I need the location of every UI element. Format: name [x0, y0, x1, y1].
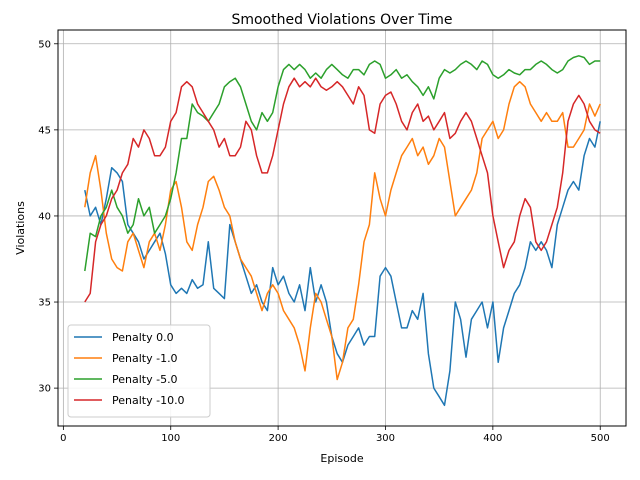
x-tick-label: 400: [483, 433, 502, 444]
legend-label-2: Penalty -5.0: [112, 373, 178, 386]
series-line-1: [84, 80, 601, 381]
y-axis-ticks: 30 35 40 45 50: [38, 39, 58, 395]
y-tick-label: 45: [38, 125, 51, 136]
y-tick-label: 30: [38, 384, 51, 395]
x-tick-label: 0: [60, 433, 66, 444]
axes-frame: [57, 29, 627, 427]
series-line-2: [84, 55, 601, 272]
x-tick-label: 100: [161, 433, 180, 444]
legend-box: [67, 324, 211, 418]
legend-label-3: Penalty -10.0: [112, 394, 185, 407]
x-axis-ticks: 0 100 200 300 400 500: [60, 426, 610, 444]
x-axis-label: Episode: [320, 452, 363, 465]
legend-label-1: Penalty -1.0: [112, 352, 178, 365]
y-tick-label: 50: [38, 39, 51, 50]
y-axis-label: Violations: [14, 201, 27, 255]
x-tick-label: 300: [376, 433, 395, 444]
x-tick-label: 500: [591, 433, 610, 444]
chart-title: Smoothed Violations Over Time: [231, 12, 452, 28]
legend: Penalty 0.0 Penalty -1.0 Penalty -5.0 Penal…: [67, 324, 211, 418]
series-line-3: [84, 77, 601, 303]
y-tick-label: 40: [38, 211, 51, 222]
series-lines: [84, 55, 601, 407]
y-tick-label: 35: [38, 298, 51, 309]
legend-label-0: Penalty 0.0: [112, 331, 174, 344]
x-tick-label: 200: [269, 433, 288, 444]
